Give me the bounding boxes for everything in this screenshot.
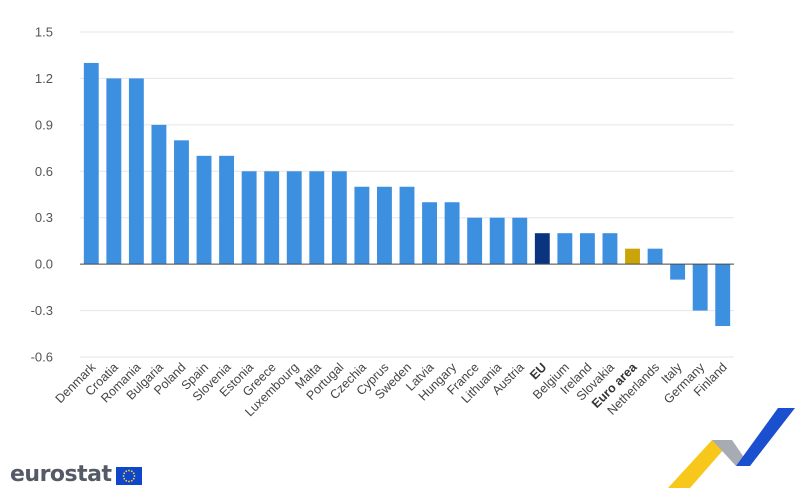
bar-latvia: [422, 202, 437, 265]
bar-poland: [174, 140, 189, 265]
bars: [83, 62, 731, 327]
bar-malta: [309, 171, 325, 265]
bar-hungary: [444, 202, 460, 265]
bar-czechia: [354, 186, 370, 265]
bar-austria: [512, 217, 528, 265]
bar-euro-area: [625, 248, 640, 265]
bar-greece: [264, 171, 280, 265]
bar-portugal: [331, 171, 347, 265]
bar-netherlands: [647, 248, 663, 265]
bar-france: [467, 217, 483, 265]
bar-luxembourg: [286, 171, 302, 265]
bar-belgium: [557, 233, 573, 265]
bar-germany: [692, 264, 708, 311]
y-tick-label: 0.3: [35, 210, 53, 225]
bar-sweden: [399, 186, 415, 265]
decorative-swoosh-icon: [650, 408, 795, 488]
bar-romania: [128, 78, 144, 265]
eurostat-logo: eurostat: [10, 462, 142, 487]
y-tick-label: 0.6: [35, 164, 53, 179]
y-tick-label: 0.9: [35, 117, 53, 132]
bar-finland: [715, 264, 731, 327]
y-tick-label: 1.5: [35, 25, 53, 40]
bar-spain: [196, 155, 212, 265]
brand-name: eurostat: [10, 462, 112, 487]
x-axis-tick-labels: DenmarkCroatiaRomaniaBulgariaPolandSpain…: [53, 359, 730, 419]
bar-ireland: [579, 233, 595, 265]
bar-croatia: [106, 78, 122, 265]
bar-bulgaria: [151, 124, 167, 265]
bar-denmark: [83, 62, 99, 265]
y-tick-label: -0.6: [31, 350, 53, 365]
bar-lithuania: [489, 217, 505, 265]
bar-slovenia: [219, 155, 235, 265]
bar-estonia: [241, 171, 257, 265]
bar-cyprus: [377, 186, 392, 265]
y-tick-label: 0.0: [35, 257, 53, 272]
y-tick-label: 1.2: [35, 71, 53, 86]
bar-italy: [670, 264, 686, 280]
y-tick-label: -0.3: [31, 303, 53, 318]
bar-slovakia: [602, 233, 618, 265]
eu-flag-icon: [115, 466, 142, 485]
bar-eu: [534, 233, 550, 265]
y-axis-tick-labels: 1.5 1.2 0.9 0.6 0.3 0.0 -0.3 -0.6: [31, 25, 53, 365]
